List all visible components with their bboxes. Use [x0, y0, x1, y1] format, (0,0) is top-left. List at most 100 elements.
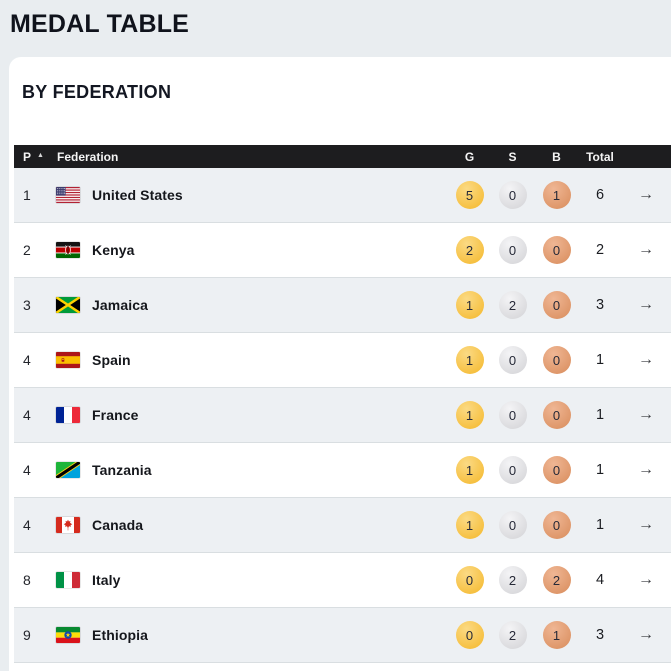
table-row[interactable]: 4 Canada 1 0 0 1 → — [14, 498, 671, 553]
total-count: 1 — [595, 352, 605, 368]
row-position: 8 — [23, 572, 31, 588]
header-bronze[interactable]: B — [552, 149, 561, 164]
medal-table-card: BY FEDERATION P ▲ Federation G S B Total… — [9, 57, 671, 671]
silver-medal-count: 0 — [498, 401, 527, 429]
total-count: 6 — [595, 187, 605, 203]
gold-medal-count: 0 — [455, 566, 484, 594]
header-total[interactable]: Total — [586, 149, 614, 164]
federation-name: Kenya — [92, 242, 135, 258]
row-position: 9 — [23, 627, 31, 643]
row-position: 1 — [23, 187, 31, 203]
table-row[interactable]: 4 Tanzania 1 0 0 1 → — [14, 443, 671, 498]
row-position: 4 — [23, 407, 31, 423]
row-federation-cell: Ethiopia — [54, 627, 448, 643]
bronze-medal-count: 1 — [542, 621, 571, 649]
flag-ca-icon — [56, 517, 80, 533]
silver-medal-count: 0 — [498, 346, 527, 374]
federation-name: Canada — [92, 517, 144, 533]
bronze-medal-count: 0 — [542, 401, 571, 429]
gold-medal-count: 1 — [455, 401, 484, 429]
header-silver[interactable]: S — [508, 149, 517, 164]
federation-name: Ethiopia — [92, 627, 149, 643]
bronze-medal-count: 0 — [542, 236, 571, 264]
sort-asc-icon: ▲ — [37, 152, 44, 159]
total-count: 2 — [595, 242, 605, 258]
row-arrow-icon[interactable]: → — [638, 626, 654, 643]
row-federation-cell: United States — [54, 187, 448, 203]
silver-medal-count: 2 — [498, 291, 527, 319]
total-count: 3 — [595, 627, 605, 643]
table-row[interactable]: 3 Jamaica 1 2 0 3 → — [14, 278, 671, 333]
header-gold[interactable]: G — [464, 149, 475, 164]
table-row[interactable]: 4 France 1 0 0 1 → — [14, 388, 671, 443]
bronze-medal-count: 0 — [542, 291, 571, 319]
row-position: 4 — [23, 352, 31, 368]
bronze-medal-count: 0 — [542, 346, 571, 374]
row-arrow-icon[interactable]: → — [638, 241, 654, 258]
total-count: 1 — [595, 462, 605, 478]
federation-name: Spain — [92, 352, 131, 368]
header-position-label: P — [23, 149, 32, 164]
total-count: 3 — [595, 297, 605, 313]
gold-medal-count: 5 — [455, 181, 484, 209]
table-row[interactable]: 8 Italy 0 2 2 4 → — [14, 553, 671, 608]
table-row[interactable]: 4 Spain 1 0 0 1 → — [14, 333, 671, 388]
federation-name: France — [92, 407, 139, 423]
flag-it-icon — [56, 572, 80, 588]
row-federation-cell: Canada — [54, 517, 448, 533]
row-position: 2 — [23, 242, 31, 258]
flag-us-icon — [56, 187, 80, 203]
flag-es-icon — [56, 352, 80, 368]
row-arrow-icon[interactable]: → — [638, 516, 654, 533]
silver-medal-count: 2 — [498, 621, 527, 649]
bronze-medal-count: 1 — [542, 181, 571, 209]
gold-medal-count: 1 — [455, 511, 484, 539]
silver-medal-count: 0 — [498, 236, 527, 264]
row-arrow-icon[interactable]: → — [638, 296, 654, 313]
silver-medal-count: 0 — [498, 181, 527, 209]
row-arrow-icon[interactable]: → — [638, 571, 654, 588]
gold-medal-count: 1 — [455, 291, 484, 319]
row-arrow-icon[interactable]: → — [638, 461, 654, 478]
bronze-medal-count: 2 — [542, 566, 571, 594]
row-federation-cell: Kenya — [54, 242, 448, 258]
silver-medal-count: 0 — [498, 456, 527, 484]
header-federation[interactable]: Federation — [57, 149, 119, 164]
card-heading: BY FEDERATION — [22, 82, 172, 102]
table-row[interactable]: 2 Kenya 2 0 0 2 → — [14, 223, 671, 278]
gold-medal-count: 0 — [455, 621, 484, 649]
total-count: 4 — [595, 572, 605, 588]
row-arrow-icon[interactable]: → — [638, 351, 654, 368]
gold-medal-count: 1 — [455, 456, 484, 484]
row-federation-cell: Tanzania — [54, 462, 448, 478]
federation-name: Jamaica — [92, 297, 148, 313]
flag-jm-icon — [56, 297, 80, 313]
table-body: 1 United States 5 0 1 6 → 2 Kenya 2 0 0 — [14, 168, 671, 663]
silver-medal-count: 0 — [498, 511, 527, 539]
header-position[interactable]: P ▲ — [14, 150, 54, 164]
bronze-medal-count: 0 — [542, 456, 571, 484]
flag-tz-icon — [56, 462, 80, 478]
page-title: MEDAL TABLE — [10, 10, 190, 38]
row-federation-cell: Jamaica — [54, 297, 448, 313]
table-row[interactable]: 1 United States 5 0 1 6 → — [14, 168, 671, 223]
row-position: 4 — [23, 517, 31, 533]
row-federation-cell: Italy — [54, 572, 448, 588]
row-federation-cell: Spain — [54, 352, 448, 368]
flag-et-icon — [56, 627, 80, 643]
gold-medal-count: 2 — [455, 236, 484, 264]
table-row[interactable]: 9 Ethiopia 0 2 1 3 → — [14, 608, 671, 663]
row-federation-cell: France — [54, 407, 448, 423]
row-arrow-icon[interactable]: → — [638, 406, 654, 423]
flag-fr-icon — [56, 407, 80, 423]
row-arrow-icon[interactable]: → — [638, 186, 654, 203]
federation-name: Tanzania — [92, 462, 152, 478]
silver-medal-count: 2 — [498, 566, 527, 594]
row-position: 4 — [23, 462, 31, 478]
total-count: 1 — [595, 517, 605, 533]
federation-name: Italy — [92, 572, 121, 588]
federation-name: United States — [92, 187, 183, 203]
table-header-row: P ▲ Federation G S B Total — [14, 145, 671, 168]
total-count: 1 — [595, 407, 605, 423]
gold-medal-count: 1 — [455, 346, 484, 374]
